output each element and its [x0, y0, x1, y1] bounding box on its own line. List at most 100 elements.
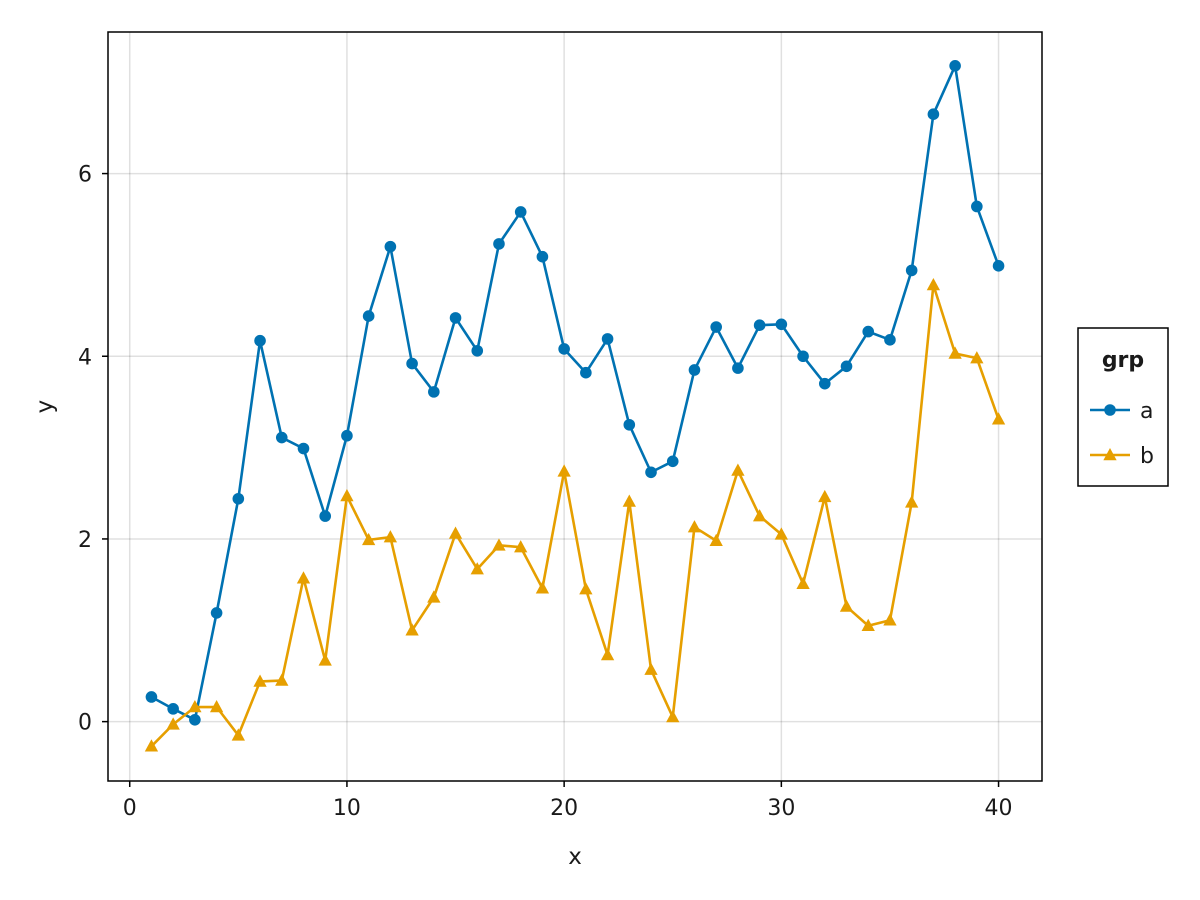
series-line-a [150, 64, 1000, 722]
legend-box [1077, 327, 1169, 487]
data-point-b [644, 662, 658, 675]
data-point-a [710, 321, 722, 333]
x-tick-label: 10 [333, 796, 361, 821]
data-point-a [362, 310, 375, 322]
x-tick-label: 0 [123, 796, 137, 821]
data-point-a [753, 319, 766, 332]
data-point-a [580, 366, 592, 379]
data-point-b [687, 520, 702, 533]
y-tick-label: 4 [78, 345, 92, 370]
data-point-b [296, 571, 311, 584]
series-line-b [150, 283, 1000, 748]
legend-item-a: a [1090, 399, 1153, 424]
data-point-b [926, 278, 941, 291]
series-b [144, 278, 1006, 752]
data-point-a [840, 360, 853, 373]
data-point-b [948, 346, 962, 359]
data-point-a [949, 59, 961, 72]
data-point-b [818, 489, 832, 503]
data-point-b [709, 533, 723, 547]
x-tick-label: 40 [985, 796, 1013, 821]
data-point-b [991, 412, 1006, 425]
data-point-b [600, 647, 615, 661]
data-point-a [493, 238, 505, 250]
legend-title: grp [1102, 348, 1144, 373]
plot-frame [107, 31, 1043, 782]
legend: grp ab [1077, 327, 1169, 487]
data-point-a [971, 200, 983, 213]
data-point-a [884, 334, 896, 346]
y-tick-label: 6 [78, 163, 92, 188]
y-axis-title: y [32, 400, 58, 414]
data-point-b [774, 527, 788, 540]
data-point-b [905, 495, 919, 508]
data-point-b [492, 538, 506, 551]
data-point-a [818, 377, 831, 390]
data-point-b [796, 576, 810, 589]
data-point-a [254, 334, 266, 347]
grid [108, 32, 1042, 781]
data-point-a [210, 607, 223, 619]
data-point-a [732, 362, 744, 374]
data-point-b [970, 351, 984, 364]
data-point-a [992, 260, 1005, 272]
data-point-b [622, 494, 636, 507]
data-point-a [449, 312, 462, 324]
data-point-a [428, 386, 440, 398]
y-tick-label: 0 [78, 711, 92, 736]
data-point-b [557, 464, 571, 477]
data-point-b [731, 463, 745, 476]
series-layer [144, 59, 1006, 752]
data-point-a [905, 264, 918, 277]
data-point-a [514, 206, 527, 218]
legend-swatch-marker [1104, 404, 1116, 416]
legend-label: b [1140, 444, 1154, 469]
data-point-a [927, 108, 940, 121]
data-point-b [427, 590, 441, 603]
data-point-b [275, 673, 289, 686]
data-point-a [167, 703, 179, 715]
data-point-a [797, 350, 809, 363]
data-point-b [861, 618, 875, 631]
data-point-a [666, 455, 679, 468]
data-point-a [623, 418, 636, 431]
y-tick-label: 2 [78, 528, 92, 553]
data-point-a [275, 431, 288, 444]
data-point-b [144, 739, 159, 752]
axis-ticks: 0 10 20 30 40 0 2 4 6 [78, 163, 1013, 821]
data-point-b [340, 489, 354, 502]
data-point-b [535, 581, 550, 594]
x-tick-label: 30 [767, 796, 795, 821]
data-point-a [384, 240, 397, 253]
data-point-a [601, 333, 614, 345]
data-point-b [362, 532, 376, 546]
data-point-b [839, 599, 854, 612]
data-point-a [558, 343, 570, 355]
data-point-b [666, 710, 680, 723]
data-point-a [189, 714, 201, 726]
data-point-a [319, 510, 332, 522]
data-point-b [752, 509, 767, 522]
legend-label: a [1140, 399, 1153, 424]
data-point-b [579, 582, 593, 595]
data-point-a [536, 250, 549, 263]
legend-swatch-marker [1103, 448, 1117, 461]
data-point-a [862, 325, 875, 338]
data-point-a [471, 344, 484, 357]
data-point-b [231, 728, 245, 741]
data-point-b [883, 613, 897, 626]
data-point-a [775, 318, 788, 331]
data-point-a [297, 442, 310, 455]
data-point-b [318, 653, 332, 666]
data-point-a [406, 357, 418, 370]
data-point-b [253, 674, 267, 687]
data-point-b [448, 526, 463, 539]
data-point-a [232, 492, 245, 505]
legend-item-b: b [1090, 444, 1154, 469]
data-point-b [383, 530, 398, 543]
data-point-a [688, 364, 701, 376]
data-point-b [470, 562, 484, 575]
legend-items: ab [1090, 399, 1154, 469]
data-point-a [145, 691, 158, 703]
